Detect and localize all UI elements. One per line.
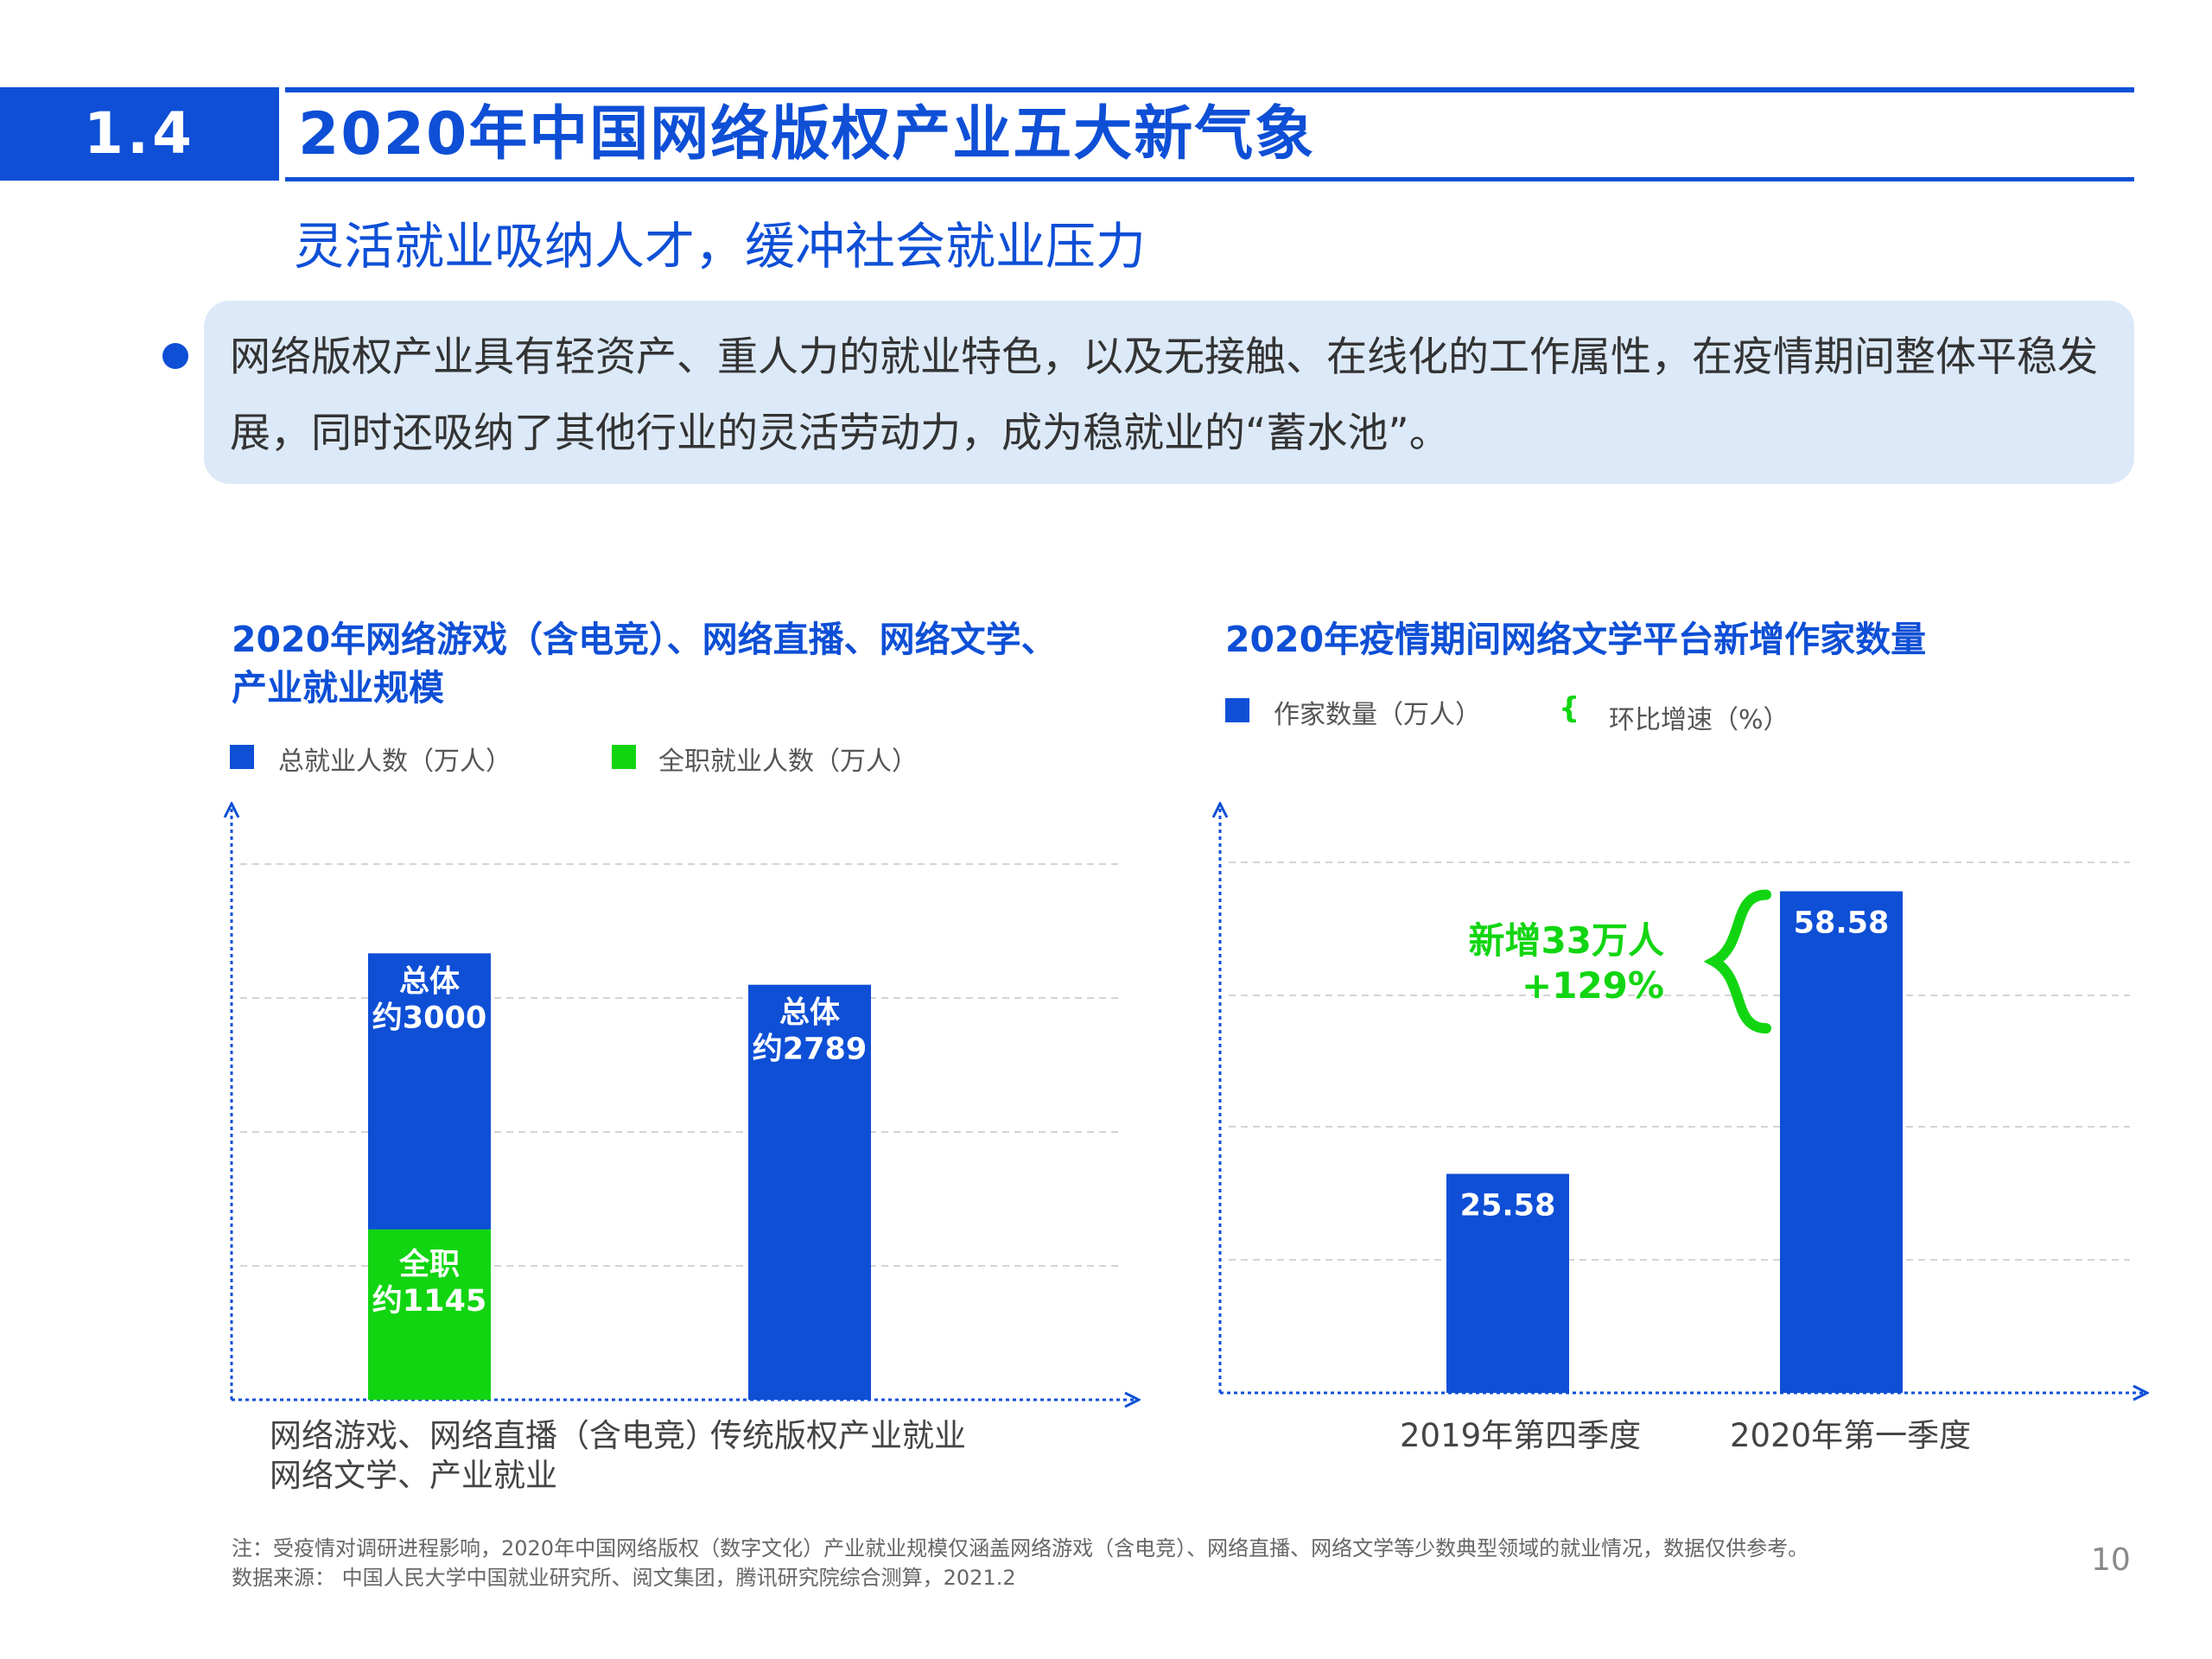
section-number: 1.4 <box>0 87 279 181</box>
bullet-dot-icon <box>162 343 188 369</box>
legend-label-growth: 环比增速（%） <box>1609 705 1789 735</box>
footnote-source: 数据来源： 中国人民大学中国就业研究所、阅文集团，腾讯研究院综合测算，2021.… <box>232 1566 1016 1590</box>
chart1-bar-label-line2: 约3000 <box>372 1001 486 1035</box>
title-rule-top <box>285 87 2134 92</box>
chart1-bar-fulltime-1 <box>368 1229 491 1400</box>
chart1-category-2: 传统版权产业就业 <box>710 1417 966 1454</box>
page-title: 2020年中国网络版权产业五大新气象 <box>298 100 1316 168</box>
legend-label-total: 总就业人数（万人） <box>278 747 512 777</box>
chart2-bar-label-1: 25.58 <box>1460 1189 1556 1224</box>
chart2-annotation-line1: 新增33万人 <box>1469 919 1664 962</box>
chart1-fulltime-label-line2: 约1145 <box>372 1284 486 1319</box>
page-number: 10 <box>2091 1542 2131 1578</box>
chart2-bar-1 <box>1446 1173 1569 1393</box>
chart2-annotation-line2: +129% <box>1522 964 1664 1007</box>
chart2-brace-icon <box>1703 889 1771 1034</box>
chart1-bar-label-line2: 约2789 <box>753 1033 867 1067</box>
title-rule-bottom <box>285 177 2134 181</box>
chart1-bar-label-line1: 总体 <box>779 996 840 1031</box>
chart1-category-1-line1: 网络游戏、网络直播（含电竞） <box>270 1417 717 1454</box>
legend-swatch-writers <box>1225 698 1249 722</box>
chart2-plot: 25.58 58.58 新增33万人+129% <box>1220 804 2147 1393</box>
chart1-bar-total-2 <box>748 984 871 1400</box>
chart1-bar-label-line1: 总体 <box>399 964 460 999</box>
chart1-fulltime-label-line1: 全职 <box>398 1247 460 1282</box>
bullet-box <box>204 301 2134 484</box>
chart2-bar-label-2: 58.58 <box>1794 906 1890 941</box>
chart2-title: 2020年疫情期间网络文学平台新增作家数量 <box>1225 619 1927 660</box>
legend-label-writers: 作家数量（万人） <box>1274 700 1481 730</box>
chart2-category-1: 2019年第四季度 <box>1400 1417 1642 1454</box>
chart1-title-line1: 2020年网络游戏（含电竞）、网络直播、网络文学、 <box>232 619 1057 660</box>
chart2-category-2: 2020年第一季度 <box>1730 1417 1972 1454</box>
footnote-note: 注：受疫情对调研进程影响，2020年中国网络版权（数字文化）产业就业规模仅涵盖网… <box>232 1536 1809 1560</box>
legend-swatch-fulltime <box>612 745 636 769</box>
legend-brace-icon: { <box>1559 691 1580 726</box>
legend-label-fulltime: 全职就业人数（万人） <box>658 747 918 777</box>
chart2-bar-2 <box>1780 891 1903 1393</box>
bullet-text: 网络版权产业具有轻资产、重人力的就业特色，以及无接触、在线化的工作属性，在疫情期… <box>230 334 2098 457</box>
page-subtitle: 灵活就业吸纳人才，缓冲社会就业压力 <box>294 217 1147 276</box>
chart1-title-line2: 产业就业规模 <box>232 667 444 709</box>
legend-swatch-total <box>230 745 254 769</box>
chart1-category-1-line2: 网络文学、产业就业 <box>270 1457 557 1494</box>
